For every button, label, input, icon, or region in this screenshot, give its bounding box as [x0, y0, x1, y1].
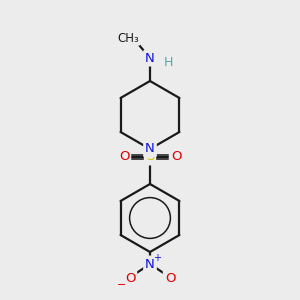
Text: −: −: [117, 280, 127, 290]
Text: N: N: [145, 52, 155, 64]
Text: CH₃: CH₃: [117, 32, 139, 44]
Text: S: S: [146, 151, 154, 164]
Text: O: O: [171, 151, 181, 164]
Text: O: O: [125, 272, 135, 284]
Text: N: N: [145, 142, 155, 155]
Text: H: H: [163, 56, 173, 70]
Text: N: N: [145, 257, 155, 271]
Text: +: +: [153, 253, 161, 263]
Text: O: O: [165, 272, 175, 284]
Text: O: O: [119, 151, 129, 164]
